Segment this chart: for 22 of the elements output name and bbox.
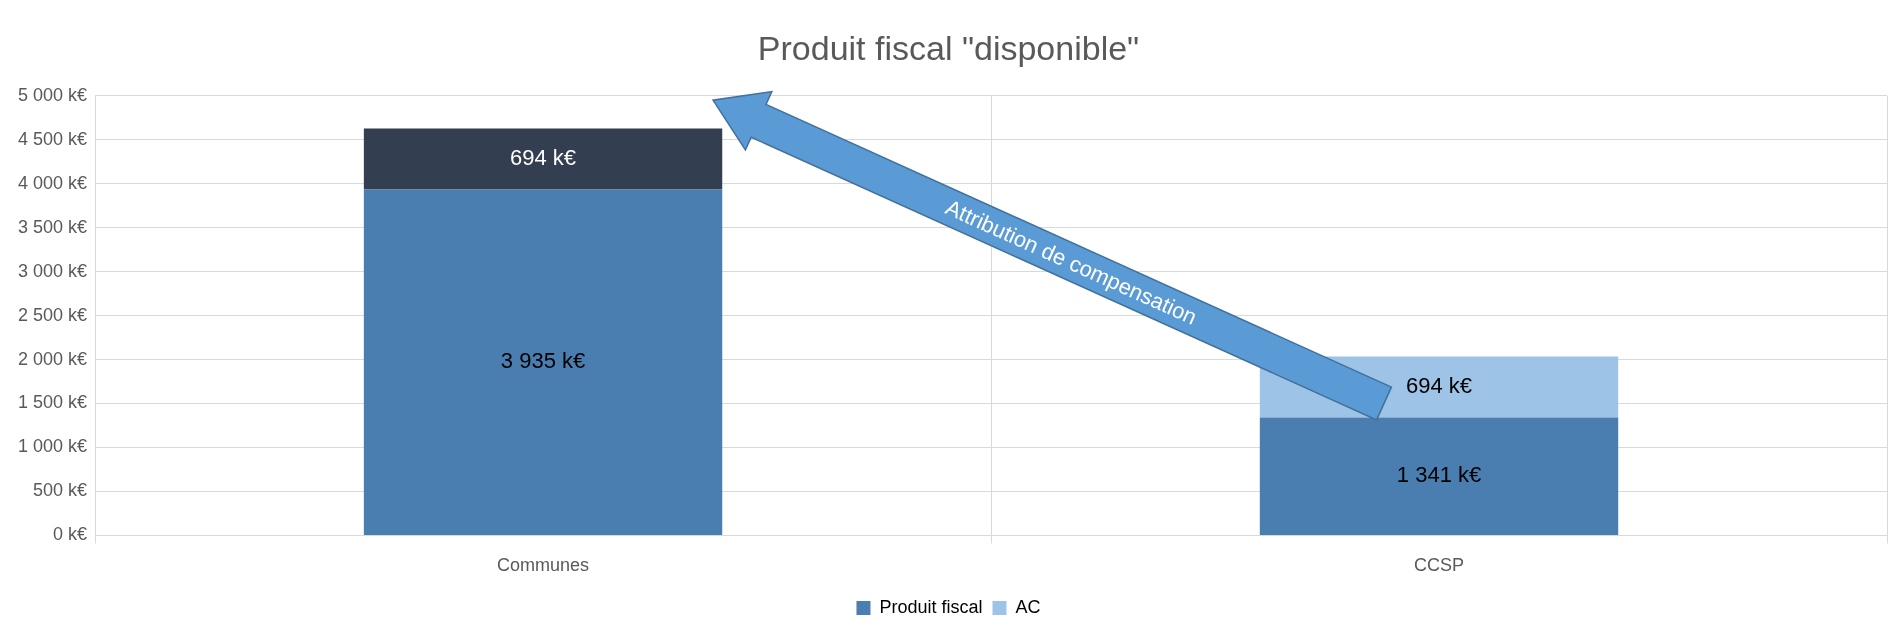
y-tick-label: 500 k€	[33, 480, 88, 501]
y-tick-label: 3 000 k€	[17, 260, 88, 281]
data-label: 694 k€	[510, 144, 577, 170]
y-tick-label: 2 000 k€	[17, 348, 88, 369]
y-tick-label: 4 500 k€	[17, 128, 88, 149]
y-tick-label: 5 000 k€	[17, 84, 88, 105]
y-tick-label: 1 500 k€	[17, 392, 88, 413]
x-tick-label: CCSP	[1414, 555, 1465, 576]
y-tick-label: 3 500 k€	[17, 216, 88, 237]
legend-label: AC	[1015, 596, 1041, 617]
bar	[363, 128, 723, 190]
data-label: 694 k€	[1405, 373, 1473, 399]
bar	[1259, 417, 1619, 535]
chart-title: Produit fiscal "disponible"	[757, 28, 1140, 67]
data-label: 1 341 k€	[1396, 462, 1482, 488]
y-tick-label: 4 000 k€	[17, 172, 88, 193]
y-tick-label: 0 k€	[53, 524, 88, 545]
y-tick-label: 2 500 k€	[17, 304, 88, 325]
x-tick-label: Communes	[497, 555, 590, 576]
data-label: 3 935 k€	[500, 348, 586, 374]
y-tick-label: 1 000 k€	[17, 436, 88, 457]
legend-label: Produit fiscal	[879, 596, 983, 617]
